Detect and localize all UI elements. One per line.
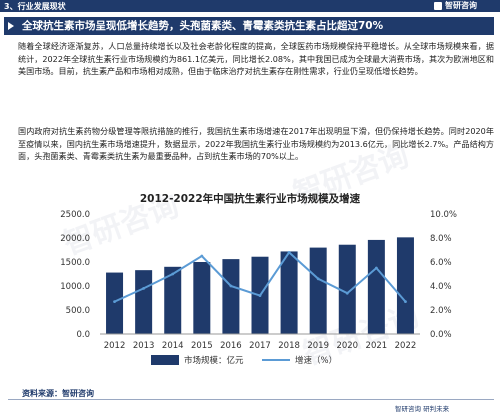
brand-logo-icon xyxy=(434,2,442,10)
x-axis-tick-label: 2014 xyxy=(162,341,184,351)
section-tag: 3、行业发展现状 xyxy=(4,2,66,11)
bar xyxy=(338,244,356,334)
y2-axis-tick-label: 10.0% xyxy=(430,210,457,220)
y-axis-tick-label: 2500.0 xyxy=(60,210,90,220)
y-axis-tick-label: 0.0 xyxy=(76,330,90,340)
y2-axis-tick-label: 6.0% xyxy=(430,258,452,268)
bar xyxy=(367,239,385,334)
paragraph-global-market: 随着全球经济逐渐复苏，人口总量持续增长以及社会老龄化程度的提高，全球医药市场规模… xyxy=(18,41,494,77)
bar xyxy=(396,237,414,334)
chart-title: 2012-2022年中国抗生素行业市场规模及增速 xyxy=(139,193,361,205)
growth-point xyxy=(316,277,320,281)
y2-axis-tick-label: 4.0% xyxy=(430,282,452,292)
x-axis-tick-label: 2013 xyxy=(133,341,155,351)
y2-axis-tick-label: 8.0% xyxy=(430,234,452,244)
growth-point xyxy=(113,300,116,303)
x-axis-tick-label: 2020 xyxy=(336,341,358,351)
y-axis-tick-label: 1000.0 xyxy=(60,282,90,292)
footer-brand: 智研咨询 研判未来 xyxy=(395,405,450,413)
growth-point xyxy=(345,291,349,295)
legend-label-bar: 市场规模：亿元 xyxy=(184,355,244,366)
y2-axis-tick-label: 2.0% xyxy=(430,306,452,316)
growth-point xyxy=(229,284,233,288)
y-axis-tick-label: 1500.0 xyxy=(60,258,90,268)
growth-point xyxy=(142,287,146,290)
footer-divider xyxy=(8,399,494,400)
x-axis-tick-label: 2017 xyxy=(249,341,271,351)
growth-point xyxy=(258,294,262,297)
top-bar xyxy=(0,0,500,12)
x-axis-tick-label: 2018 xyxy=(278,341,300,351)
y-axis-tick-label: 2000.0 xyxy=(60,234,90,244)
growth-point xyxy=(171,272,175,276)
bar xyxy=(193,262,211,334)
headline-banner: 全球抗生素市场呈现低增长趋势，头孢菌素类、青霉素类抗生素占比超过70% xyxy=(4,17,494,35)
legend-label-line: 增速（%） xyxy=(295,355,337,366)
y2-axis-tick-label: 0.0% xyxy=(430,330,452,340)
growth-point xyxy=(200,254,204,258)
x-axis-tick-label: 2016 xyxy=(220,341,242,351)
bar xyxy=(280,251,298,334)
paragraph-china-market: 国内政府对抗生素药物分级管理等限抗措施的推行，我国抗生素市场增速在2017年出现… xyxy=(18,126,494,162)
brand-name: 智研咨询 xyxy=(445,1,477,10)
growth-point xyxy=(374,266,378,270)
growth-point xyxy=(287,251,291,254)
bar xyxy=(222,259,240,334)
x-axis-tick-label: 2012 xyxy=(104,341,126,351)
y-axis-tick-label: 500.0 xyxy=(66,306,90,316)
x-axis-tick-label: 2021 xyxy=(366,341,388,351)
source-note: 资料来源：智研咨询 xyxy=(22,389,94,398)
bar xyxy=(164,266,182,334)
bar xyxy=(106,272,124,334)
growth-point xyxy=(404,300,407,303)
x-axis-tick-label: 2022 xyxy=(395,341,417,351)
x-axis-tick-label: 2015 xyxy=(191,341,213,351)
legend-swatch-bar xyxy=(151,355,179,365)
bar xyxy=(135,270,153,334)
bar xyxy=(309,247,327,334)
chevron-right-icon xyxy=(8,22,14,30)
x-axis-tick-label: 2019 xyxy=(307,341,329,351)
